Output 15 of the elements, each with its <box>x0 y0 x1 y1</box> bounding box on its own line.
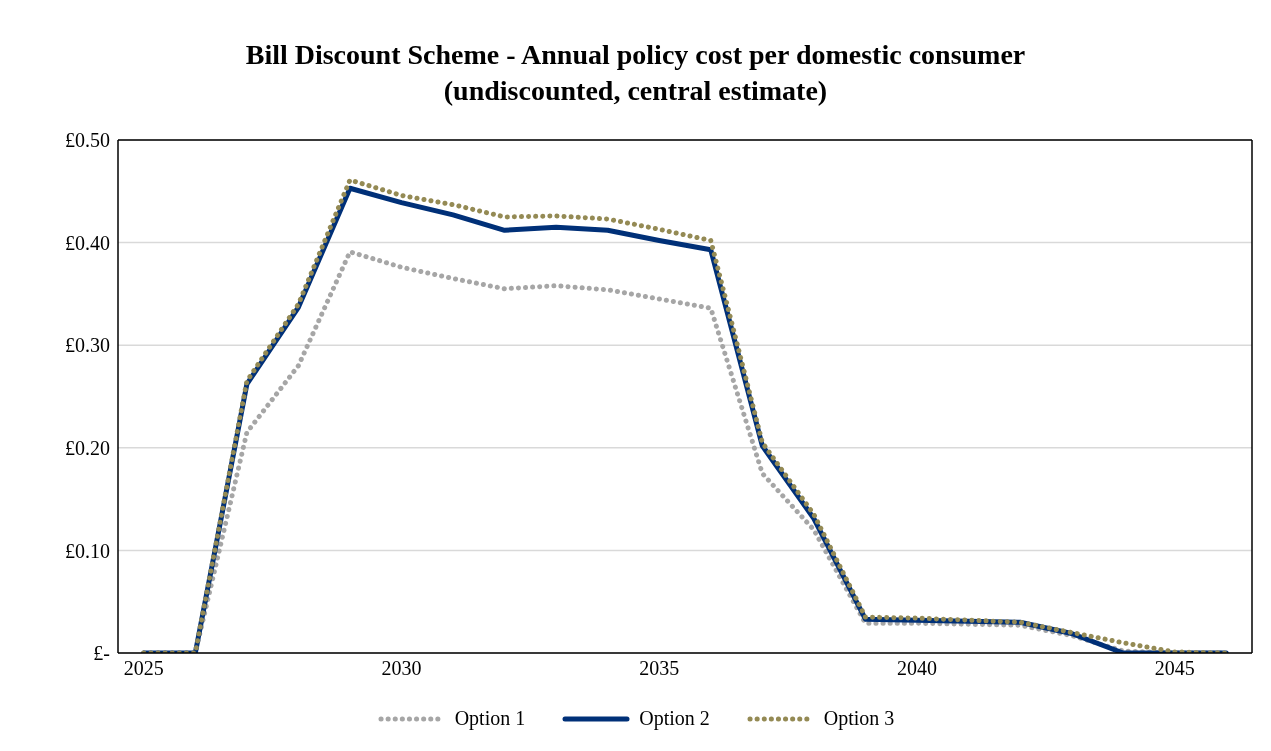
chart-title: Bill Discount Scheme - Annual policy cost per domestic consumer (undiscounted, central estimate) <box>245 38 1026 108</box>
y-tick-label: £- <box>93 642 110 665</box>
x-tick-label: 2035 <box>639 657 680 680</box>
x-tick-label: 2030 <box>381 657 422 680</box>
x-tick-label: 2040 <box>896 657 937 680</box>
y-tick-label: £0.20 <box>65 436 110 459</box>
legend-label: Option 1 <box>454 707 526 730</box>
y-tick-label: £0.30 <box>65 334 110 357</box>
y-tick-label: £0.50 <box>65 129 110 152</box>
x-tick-label: 2045 <box>1154 657 1195 680</box>
y-tick-label: £0.40 <box>65 231 110 254</box>
legend-label: Option 3 <box>823 707 895 730</box>
legend-label: Option 2 <box>639 707 710 730</box>
y-tick-label: £0.10 <box>65 539 110 562</box>
x-tick-label: 2025 <box>123 657 164 680</box>
